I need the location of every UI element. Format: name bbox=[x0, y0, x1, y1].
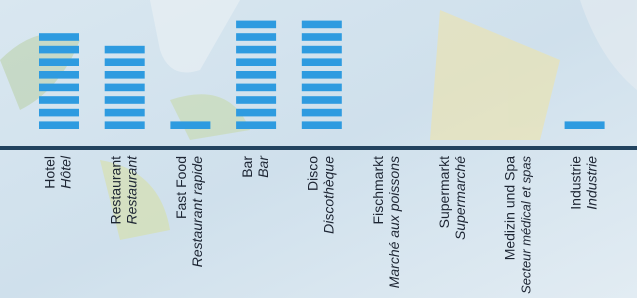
block bbox=[302, 46, 342, 54]
category-label: Bar bbox=[239, 156, 255, 178]
category-translation: Restaurant bbox=[123, 155, 139, 225]
block bbox=[302, 71, 342, 79]
category-translation: Restaurant rapide bbox=[189, 156, 205, 268]
block bbox=[105, 84, 145, 92]
block bbox=[105, 58, 145, 66]
block bbox=[236, 21, 276, 29]
category-label: Industrie bbox=[567, 156, 583, 210]
block bbox=[236, 71, 276, 79]
block bbox=[170, 121, 210, 129]
block bbox=[236, 33, 276, 41]
block bbox=[39, 46, 79, 54]
block bbox=[236, 96, 276, 104]
block bbox=[236, 58, 276, 66]
block bbox=[236, 46, 276, 54]
block bbox=[39, 33, 79, 41]
category-label: Medizin und Spa bbox=[502, 156, 518, 261]
block bbox=[302, 21, 342, 29]
block bbox=[39, 109, 79, 117]
block bbox=[302, 58, 342, 66]
block bbox=[302, 121, 342, 129]
chart: HotelHôtel RestaurantRestaurant Fast FoodR… bbox=[0, 0, 637, 298]
bar bbox=[565, 121, 605, 129]
block bbox=[105, 71, 145, 79]
block bbox=[105, 121, 145, 129]
block bbox=[236, 121, 276, 129]
bar bbox=[170, 121, 210, 129]
block bbox=[39, 71, 79, 79]
category-translation: Hôtel bbox=[58, 155, 74, 189]
category-translation: Bar bbox=[255, 155, 271, 178]
block bbox=[302, 84, 342, 92]
category-label: Fischmarkt bbox=[370, 156, 386, 225]
bar bbox=[236, 21, 276, 129]
category-translation: Secteur médical et spas bbox=[518, 155, 533, 293]
category-label: Disco bbox=[305, 156, 321, 191]
block bbox=[105, 96, 145, 104]
block bbox=[302, 96, 342, 104]
block bbox=[236, 84, 276, 92]
category-translation: Marché aux poissons bbox=[386, 156, 402, 288]
block bbox=[236, 109, 276, 117]
block bbox=[105, 109, 145, 117]
bar bbox=[302, 21, 342, 129]
page: HotelHôtel RestaurantRestaurant Fast FoodR… bbox=[0, 0, 637, 298]
block bbox=[39, 121, 79, 129]
category-label: Supermarkt bbox=[436, 156, 452, 228]
block bbox=[302, 109, 342, 117]
block bbox=[105, 46, 145, 54]
block bbox=[39, 84, 79, 92]
block bbox=[39, 58, 79, 66]
block bbox=[565, 121, 605, 129]
category-label: Restaurant bbox=[107, 156, 123, 225]
category-label: Hotel bbox=[42, 156, 58, 189]
block bbox=[39, 96, 79, 104]
category-translation: Supermarché bbox=[452, 156, 468, 240]
category-translation: Industrie bbox=[583, 156, 599, 210]
block bbox=[302, 33, 342, 41]
category-translation: Discothèque bbox=[321, 156, 337, 234]
category-label: Fast Food bbox=[173, 156, 189, 219]
